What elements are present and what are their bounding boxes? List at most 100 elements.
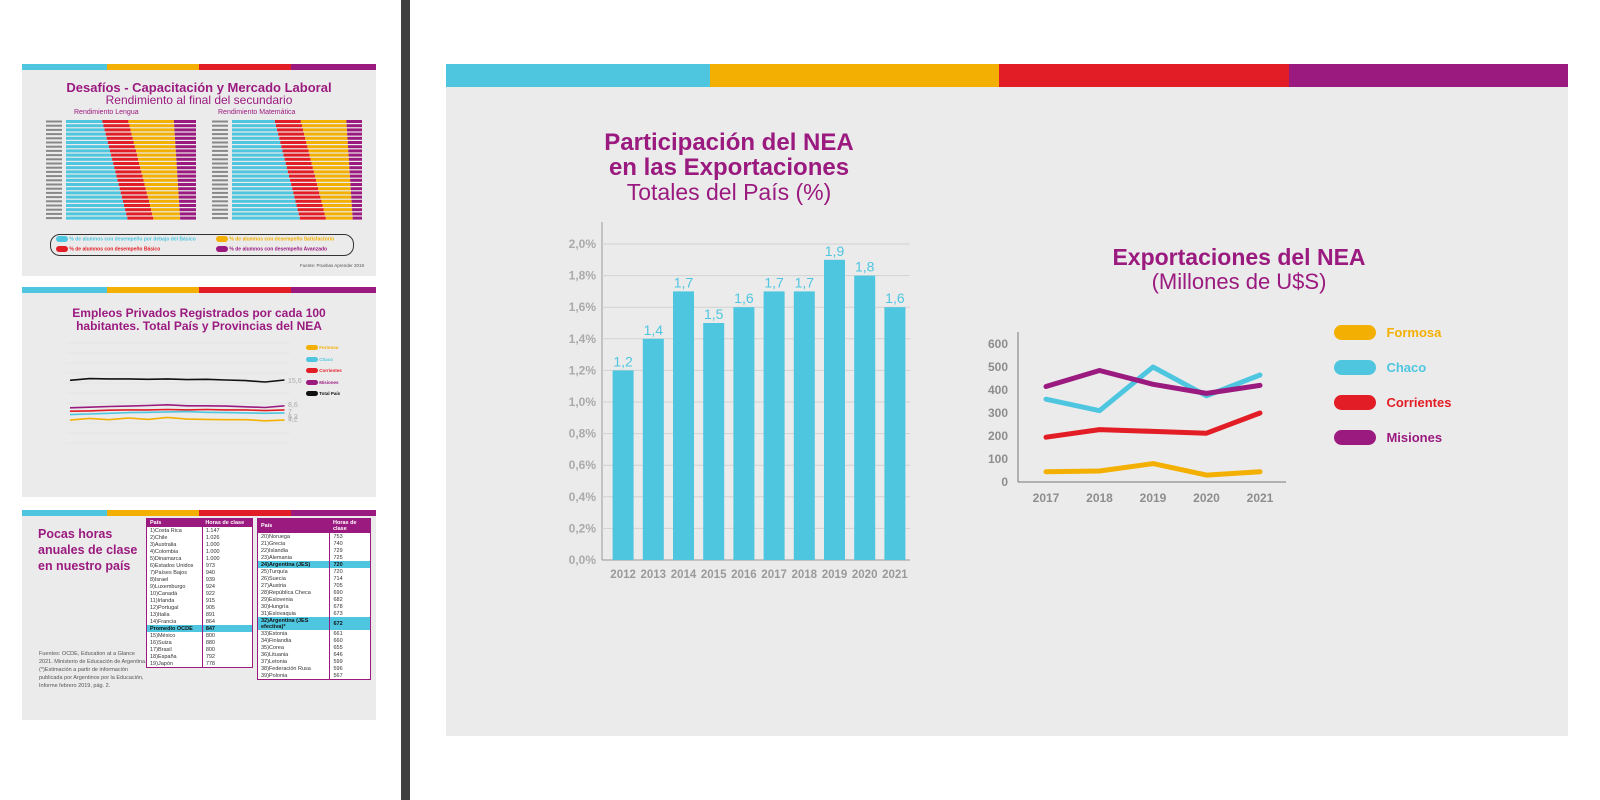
x-tick-label: 2021 — [1247, 491, 1274, 505]
legend-swatch — [1334, 325, 1376, 341]
row-label-placeholder — [212, 158, 228, 161]
stack-segment — [232, 141, 281, 144]
table-cell: 22)Islandia — [257, 547, 331, 554]
table-cell: 1.147 — [205, 527, 220, 534]
x-tick-label: 2014 — [671, 569, 697, 581]
stack-segment — [349, 166, 362, 170]
stack-segment — [232, 212, 299, 216]
left-title-line2: en las Exportaciones — [608, 154, 850, 181]
bar-value-label: 1,7 — [674, 274, 694, 290]
thumb1-source: Fuente: Pruebas Aprender 2019 — [299, 263, 364, 268]
table-cell: 20)Noruega — [257, 533, 331, 540]
table-row: 20)Noruega 753 — [257, 533, 371, 540]
stack-segment — [176, 166, 196, 170]
stack-segment — [176, 157, 196, 161]
table-row: 6)Estados Unidos 973 — [146, 562, 253, 569]
table-cell: 15)México — [146, 632, 203, 639]
stack-segment — [283, 153, 310, 157]
stack-segment — [232, 204, 297, 207]
row-label-placeholder — [46, 154, 62, 157]
stack-segment — [314, 174, 350, 178]
exports-legend: Formosa Chaco Corrientes Misiones — [1334, 324, 1451, 464]
table-row: 36)Lituania 646 — [257, 651, 371, 658]
thumbnail-slide-rendimiento[interactable]: Desafíos - Capacitación y Mercado Labora… — [22, 64, 376, 276]
x-tick-label: 2015 — [701, 569, 727, 581]
stack-segment — [303, 128, 347, 132]
table-cell: 740 — [333, 540, 343, 547]
table-cell: 25)Turquía — [257, 568, 331, 575]
stack-segment — [292, 187, 319, 191]
stack-segment — [318, 187, 351, 191]
stack-segment — [66, 128, 105, 132]
thumb1-right-label: Rendimiento Matemática — [218, 109, 296, 116]
stack-segment — [66, 178, 118, 182]
stack-segment — [232, 162, 286, 165]
thumb2-series-line — [69, 408, 285, 412]
row-label-placeholder — [46, 217, 62, 220]
stack-segment — [144, 183, 178, 186]
stack-segment — [66, 183, 119, 186]
y-tick-label: 1,2% — [569, 363, 597, 377]
bar-value-label: 1,6 — [885, 290, 905, 306]
stack-segment — [177, 174, 196, 178]
row-label-placeholder — [46, 120, 62, 123]
row-label-placeholder — [46, 212, 62, 215]
thumbnail-slide-horas-clase[interactable]: Pocas horas anuales de clase en nuestro … — [22, 510, 376, 720]
stack-segment — [297, 208, 324, 212]
stack-segment — [106, 136, 133, 140]
stack-segment — [66, 124, 104, 128]
table-row: 9)Luxemburgo 924 — [146, 583, 253, 590]
stack-segment — [152, 212, 180, 216]
table-row: 39)Polonia 567 — [257, 672, 371, 680]
stack-segment — [308, 149, 349, 153]
table-row: 19)Japón 778 — [146, 660, 253, 668]
y-tick-label: 600 — [988, 337, 1008, 351]
table-cell: 940 — [205, 569, 215, 576]
stack-segment — [347, 136, 362, 140]
stack-segment — [295, 199, 322, 203]
table-cell: 8)Israel — [146, 576, 203, 583]
stack-segment — [232, 128, 278, 132]
table-cell: 24)Argentina (JES) — [257, 561, 331, 568]
col-country-header: País — [257, 518, 330, 533]
legend-label: % de alumnos con desempeño Satisfactorio — [229, 236, 335, 243]
legend-label: Chaco — [319, 356, 334, 362]
table-cell: 35)Corea — [257, 644, 331, 651]
thumb1-subtitle: Rendimiento al final del secundario — [105, 93, 293, 107]
legend-label: Corrientes — [1386, 395, 1452, 411]
stack-segment — [66, 145, 109, 149]
thumbnail-slide-empleos[interactable]: Empleos Privados Registrados por cada 10… — [22, 287, 376, 497]
table-cell: Promedio OCDE — [146, 625, 203, 632]
bar — [884, 307, 906, 560]
table-cell: 714 — [333, 575, 343, 582]
row-label-placeholder — [212, 200, 228, 203]
stack-segment — [103, 124, 130, 128]
stack-segment — [274, 120, 301, 123]
series-line-formosa — [1043, 461, 1263, 478]
legend-swatch — [216, 246, 228, 252]
table-cell: 973 — [205, 562, 215, 569]
stack-segment — [176, 162, 196, 165]
stack-segment — [142, 174, 178, 178]
stack-segment — [305, 136, 348, 140]
table-cell: 30)Hungría — [257, 603, 331, 610]
table-row: 14)Francia 864 — [146, 618, 253, 625]
stack-segment — [232, 191, 294, 195]
table-cell: 880 — [205, 639, 215, 646]
row-label-placeholder — [46, 158, 62, 161]
table-cell: 18)España — [146, 653, 203, 660]
table-cell: 792 — [205, 653, 215, 660]
table-row: 5)Dinamarca 1.000 — [146, 555, 253, 562]
table-row: 34)Finlandia 660 — [257, 637, 371, 644]
stack-segment — [346, 120, 362, 123]
panel-divider[interactable] — [401, 0, 410, 800]
stack-segment — [114, 166, 141, 170]
stack-segment — [296, 204, 323, 207]
stack-segment — [306, 141, 348, 144]
thumb2-title-line1: Empleos Privados Registrados por cada 10… — [72, 306, 326, 320]
stack-segment — [179, 204, 196, 207]
exports-line-chart: 0 100 200 300 400 500 600 2017 2018 2019 2020 2021 — [988, 332, 1286, 505]
table-cell: 1)Costa Rica — [146, 527, 203, 534]
stack-segment — [350, 178, 362, 182]
row-label-placeholder — [46, 179, 62, 182]
